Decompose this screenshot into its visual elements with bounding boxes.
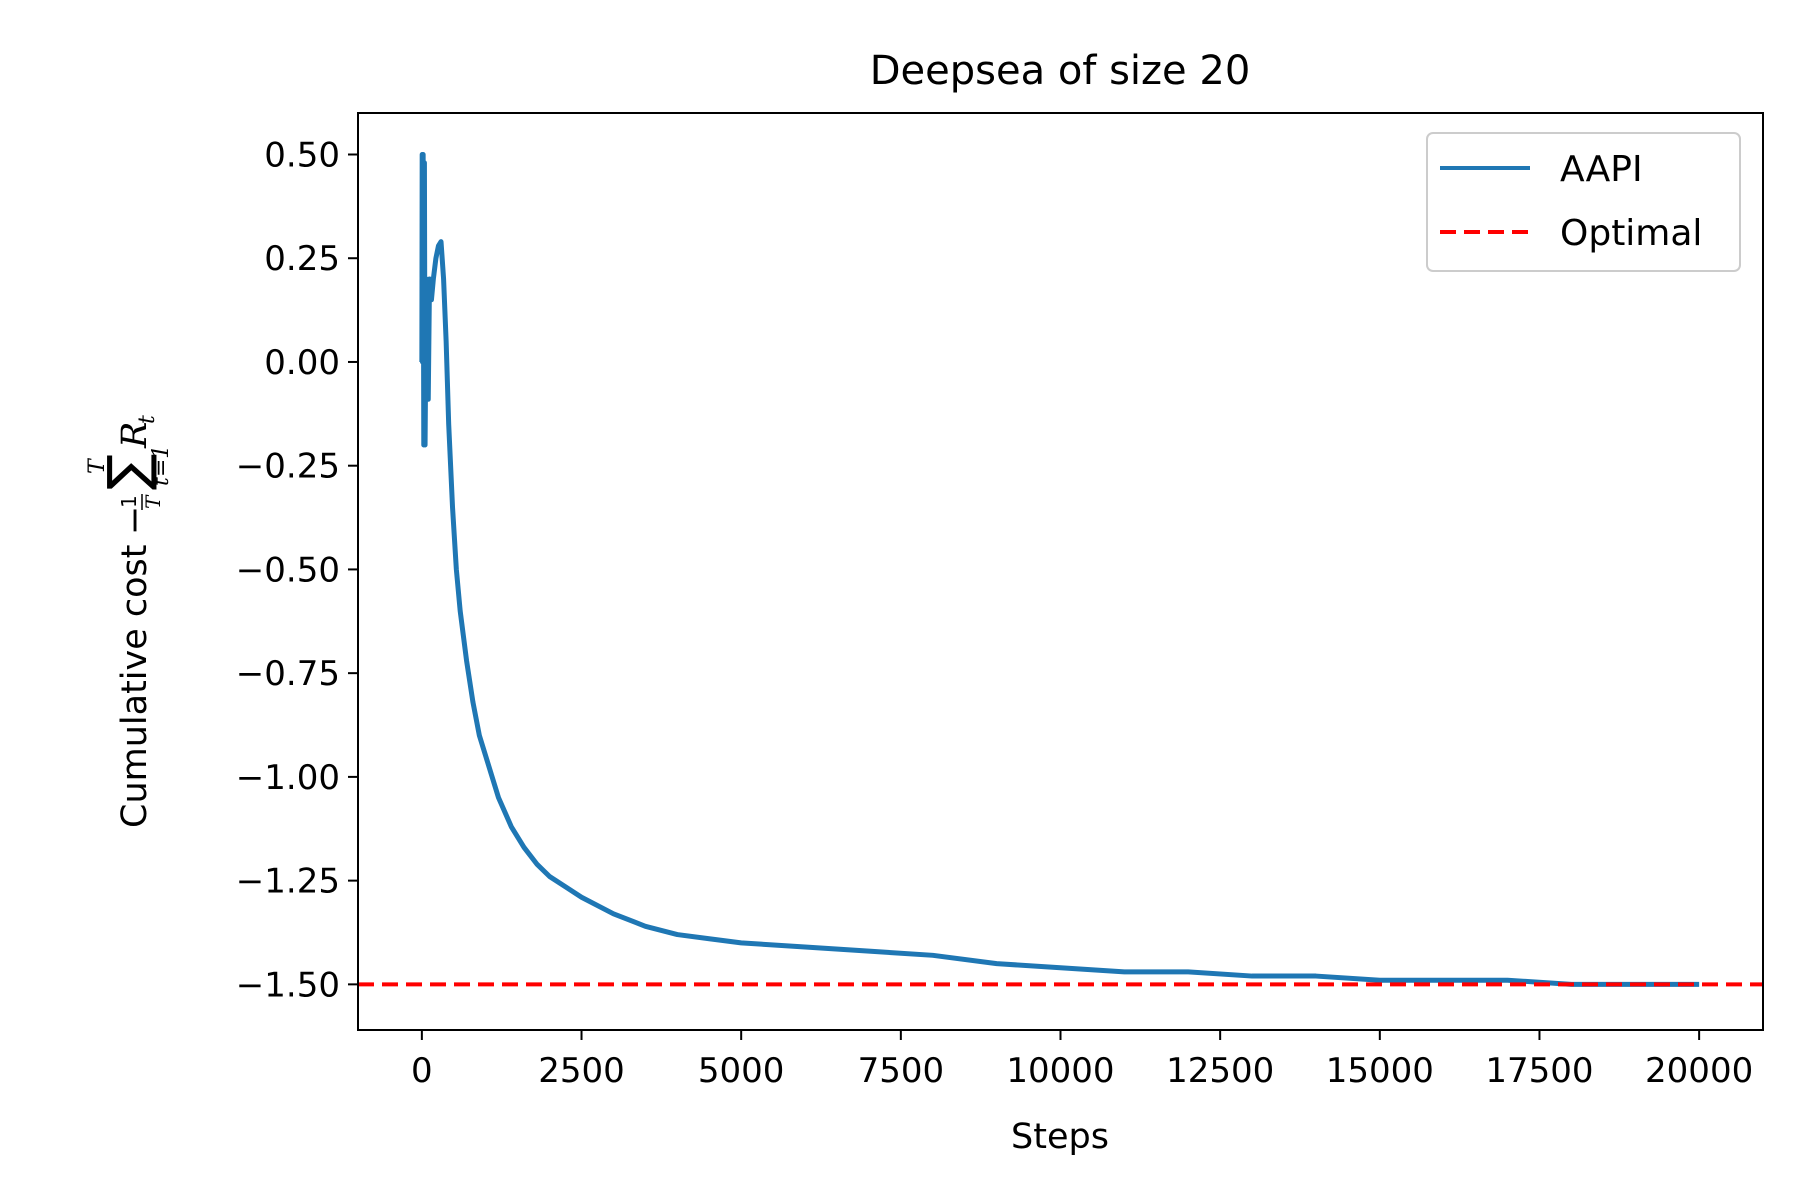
- x-tick-label: 7500: [858, 1051, 945, 1091]
- y-tick-label: −0.50: [236, 550, 340, 590]
- y-axis-label-frac-numerator: 1: [117, 495, 141, 508]
- x-tick-label: 10000: [1006, 1051, 1114, 1091]
- y-axis-label-sum: ∑: [96, 454, 159, 490]
- x-tick-label: 12500: [1166, 1051, 1274, 1091]
- legend: AAPI Optimal: [1426, 132, 1741, 272]
- y-axis-label-text: Cumulative cost: [115, 544, 155, 828]
- y-tick-label: 0.00: [264, 343, 340, 383]
- x-tick-label: 17500: [1485, 1051, 1593, 1091]
- x-tick-label: 5000: [698, 1051, 785, 1091]
- y-tick-label: 0.25: [264, 239, 340, 279]
- y-axis-label-minus: −: [115, 506, 155, 535]
- y-tick-label: −1.50: [236, 965, 340, 1005]
- y-tick-label: −1.25: [236, 862, 340, 902]
- y-axis-label-var-sub: t: [135, 415, 160, 424]
- plot-area: [358, 151, 1763, 987]
- x-axis-label: Steps: [1011, 1117, 1109, 1157]
- y-axis-label: Cumulative cost − 1 T ∑ T t=1 R t: [85, 415, 174, 828]
- x-tick-label: 0: [411, 1051, 433, 1091]
- y-tick-label: −0.75: [236, 654, 340, 694]
- x-tick-label: 15000: [1326, 1051, 1434, 1091]
- y-tick-label: 0.50: [264, 135, 340, 175]
- y-axis-label-frac-denominator: T: [141, 494, 165, 509]
- x-tick-label: 2500: [538, 1051, 625, 1091]
- x-tick-label: 20000: [1645, 1051, 1753, 1091]
- y-tick-label: −1.00: [236, 758, 340, 798]
- y-axis-label-sum-upper: T: [85, 457, 110, 474]
- y-axis-label-var: R: [115, 422, 155, 449]
- series-aapi-line: [419, 151, 1700, 987]
- x-axis-ticks: 0 2500 5000 7500 10000 12500 15000 17500 20000: [411, 1030, 1753, 1091]
- y-axis-ticks: 0.50 0.25 0.00 −0.25 −0.50 −0.75 −1.00 −1.25 −1.…: [236, 135, 358, 1005]
- chart-title: Deepsea of size 20: [870, 48, 1251, 94]
- legend-label-optimal: Optimal: [1560, 213, 1702, 254]
- y-tick-label: −0.25: [236, 447, 340, 487]
- y-axis-label-sum-lower: t=1: [149, 445, 174, 486]
- legend-label-aapi: AAPI: [1560, 149, 1643, 190]
